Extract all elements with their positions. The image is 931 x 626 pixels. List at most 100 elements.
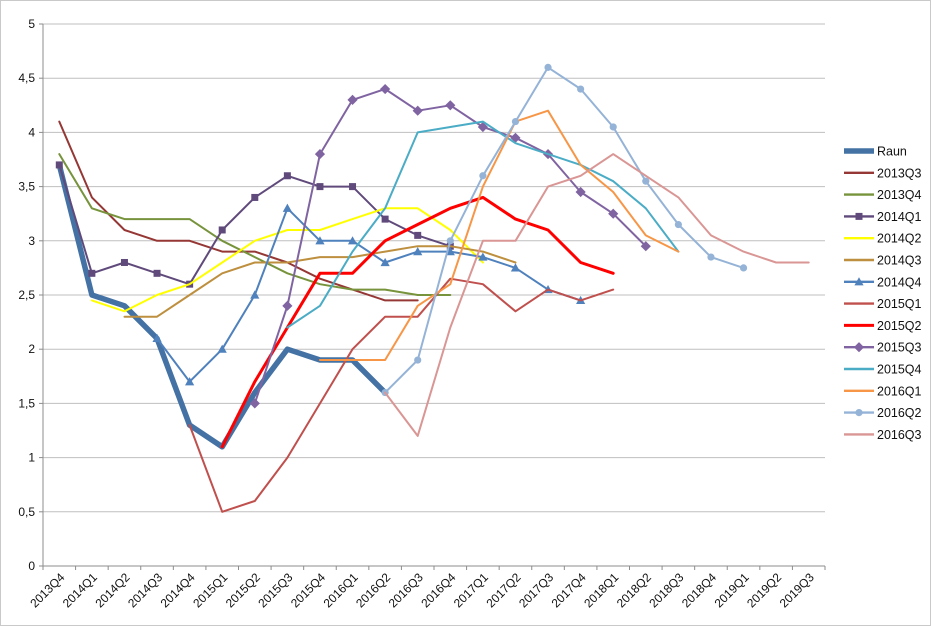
legend-item-2016Q3[interactable]: 2016Q3 <box>844 428 922 442</box>
legend-label: 2014Q2 <box>877 232 922 246</box>
x-axis-label: 2019Q1 <box>712 570 752 610</box>
x-axis-label: 2017Q2 <box>483 570 523 610</box>
triangle-marker <box>152 333 162 342</box>
legend-label: 2015Q4 <box>877 363 922 377</box>
legend-item-2014Q2[interactable]: 2014Q2 <box>844 232 922 246</box>
legend-item-2015Q4[interactable]: 2015Q4 <box>844 363 922 377</box>
x-axis-label: 2014Q4 <box>158 570 198 610</box>
x-axis-label: 2015Q3 <box>255 570 295 610</box>
x-axis-label: 2017Q3 <box>516 570 556 610</box>
circle-marker <box>577 85 585 93</box>
legend-label: Raun <box>877 145 907 159</box>
series-2015Q1 <box>188 277 615 513</box>
square-marker <box>55 161 63 169</box>
series-2014Q2 <box>90 207 484 313</box>
series-line-2014Q4[interactable] <box>156 207 582 383</box>
legend-label: 2016Q3 <box>877 428 922 442</box>
diamond-marker <box>347 94 358 105</box>
legend-item-2015Q1[interactable]: 2015Q1 <box>844 297 922 311</box>
legend-label: 2013Q3 <box>877 166 922 180</box>
legend-item-2014Q1[interactable]: 2014Q1 <box>844 210 922 224</box>
series-line-2015Q4[interactable] <box>286 120 680 329</box>
circle-marker <box>674 220 682 229</box>
y-axis-label: 3,5 <box>18 180 35 194</box>
legend-square-marker <box>855 212 863 220</box>
series-2013Q3 <box>58 120 419 302</box>
series-line-2015Q1[interactable] <box>188 277 615 513</box>
series-line-2014Q3[interactable] <box>123 245 517 318</box>
square-marker <box>283 172 291 180</box>
x-axis-label: 2018Q3 <box>646 570 686 610</box>
series-2013Q4 <box>58 153 452 296</box>
legend-triangle-marker <box>854 277 864 286</box>
square-marker <box>381 215 389 223</box>
series-2015Q4 <box>286 120 680 329</box>
series-line-2014Q2[interactable] <box>90 207 484 313</box>
series-line-2013Q3[interactable] <box>58 120 419 302</box>
y-axis-label: 2 <box>28 342 35 356</box>
x-axis-label: 2014Q3 <box>125 570 165 610</box>
triangle-marker <box>380 257 390 267</box>
square-marker <box>88 269 96 277</box>
legend-label: 2015Q2 <box>877 319 922 333</box>
legend-item-2014Q3[interactable]: 2014Q3 <box>844 254 922 268</box>
x-axis-label: 2017Q1 <box>451 570 491 610</box>
legend-item-2014Q4[interactable]: 2014Q4 <box>844 275 922 289</box>
triangle-marker <box>282 203 292 212</box>
square-marker <box>349 183 357 191</box>
square-marker <box>120 258 128 266</box>
legend-item-2016Q1[interactable]: 2016Q1 <box>844 384 922 398</box>
triangle-marker <box>510 263 521 272</box>
circle-marker <box>511 117 520 126</box>
legend-label: 2016Q1 <box>877 384 922 398</box>
circle-marker <box>414 356 422 364</box>
series-line-2013Q4[interactable] <box>58 153 452 296</box>
legend-item-2016Q2[interactable]: 2016Q2 <box>844 406 922 420</box>
legend-label: 2013Q4 <box>877 188 922 202</box>
series-line-2016Q3[interactable] <box>384 153 810 437</box>
diamond-marker <box>314 148 326 160</box>
series-2016Q1 <box>319 109 680 361</box>
y-axis-label: 2,5 <box>18 288 35 302</box>
x-axis-label: 2015Q4 <box>288 570 328 610</box>
series-line-2016Q2[interactable] <box>384 66 745 394</box>
legend-item-2013Q4[interactable]: 2013Q4 <box>844 188 922 202</box>
legend-label: 2014Q4 <box>877 275 922 289</box>
y-axis-label: 0 <box>28 559 35 573</box>
circle-marker <box>609 123 617 131</box>
x-axis-label: 2016Q4 <box>418 570 458 610</box>
legend-label: 2015Q1 <box>877 297 922 311</box>
series-line-2016Q1[interactable] <box>319 109 680 361</box>
diamond-marker <box>249 398 260 409</box>
series-2014Q1 <box>55 161 454 288</box>
x-axis-label: 2018Q2 <box>614 570 654 610</box>
y-axis-label: 1,5 <box>18 396 35 410</box>
x-axis-label: 2018Q4 <box>679 570 719 610</box>
legend-label: 2016Q2 <box>877 406 922 420</box>
diamond-marker <box>282 300 293 311</box>
y-axis-label: 4 <box>28 125 35 139</box>
square-marker <box>414 231 422 239</box>
legend-circle-marker <box>855 409 863 417</box>
x-axis-label: 2015Q2 <box>223 570 263 610</box>
triangle-marker <box>347 236 358 245</box>
x-axis-label: 2016Q3 <box>386 570 426 610</box>
legend-item-2013Q3[interactable]: 2013Q3 <box>844 166 922 180</box>
legend-item-2015Q3[interactable]: 2015Q3 <box>844 341 922 355</box>
triangle-marker <box>185 377 195 386</box>
y-axis-label: 4,5 <box>18 71 35 85</box>
square-marker <box>153 269 161 277</box>
x-axis-label: 2018Q1 <box>581 570 621 610</box>
y-axis-label: 1 <box>28 451 35 465</box>
triangle-marker <box>445 247 455 256</box>
triangle-marker <box>315 236 325 245</box>
legend-label: 2014Q3 <box>877 254 922 268</box>
diamond-marker <box>380 83 391 95</box>
legend-item-Raun[interactable]: Raun <box>844 145 907 159</box>
legend-item-2015Q2[interactable]: 2015Q2 <box>844 319 922 333</box>
y-axis-label: 0,5 <box>18 505 35 519</box>
circle-marker <box>707 253 715 261</box>
series-2016Q3 <box>384 153 810 437</box>
